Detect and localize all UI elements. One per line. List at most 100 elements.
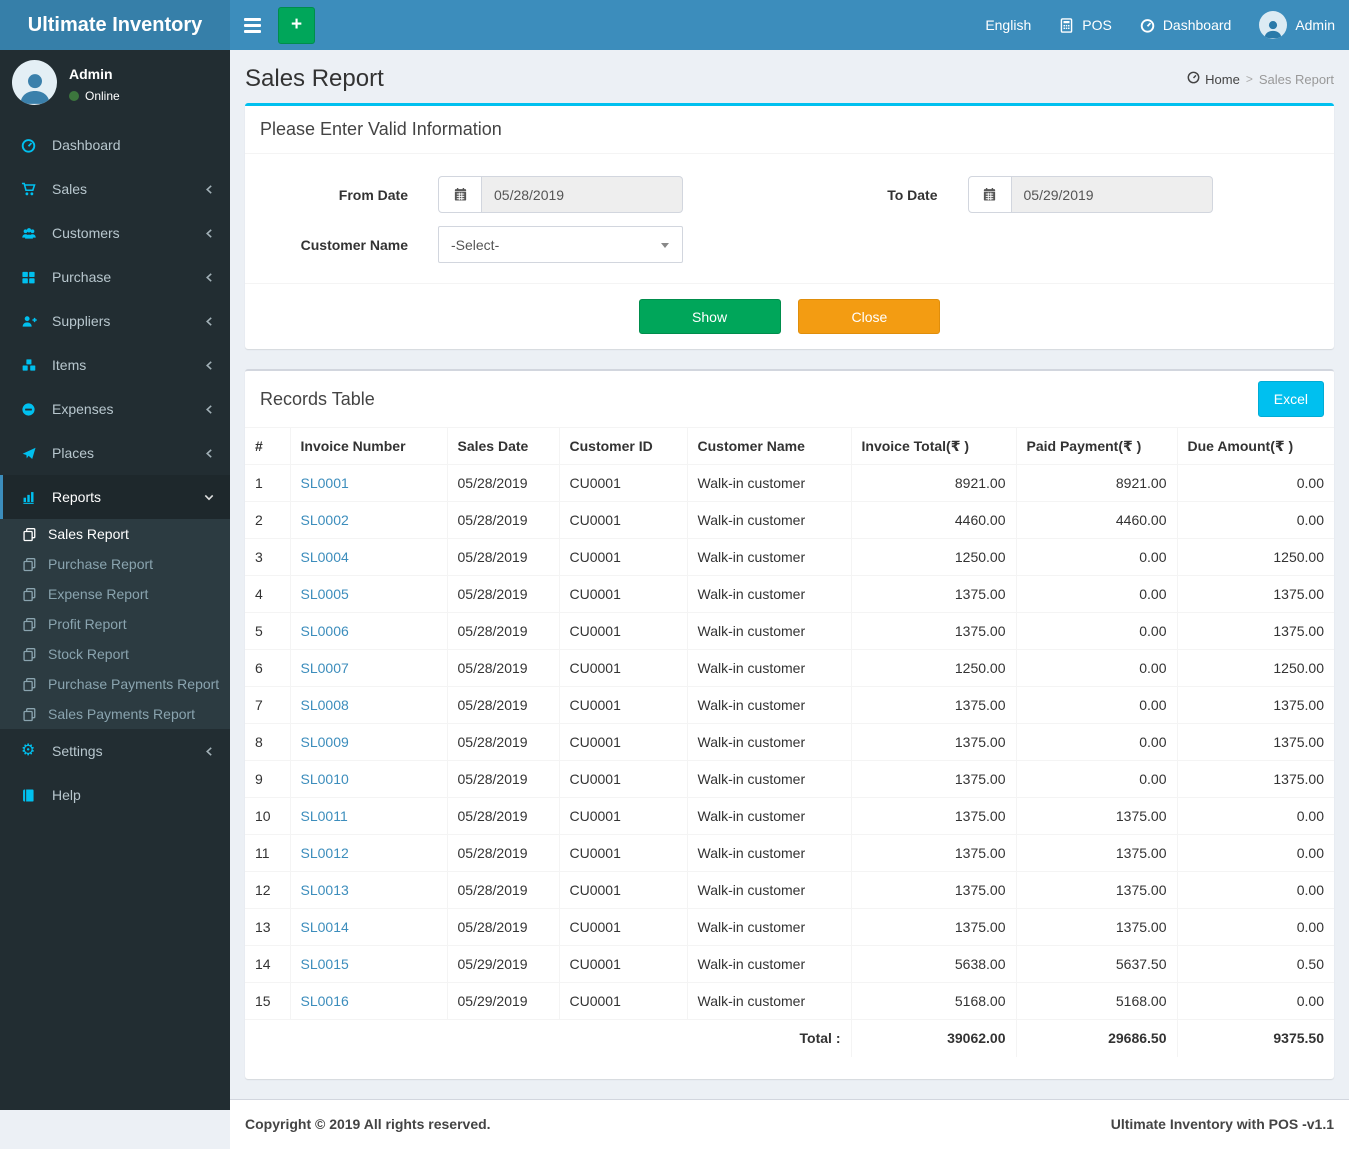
sidebar-item-suppliers[interactable]: Suppliers — [0, 299, 230, 343]
table-row: 4 SL0005 05/28/2019 CU0001 Walk-in customer 1… — [245, 575, 1334, 613]
sidebar-subitem-label: Purchase Payments Report — [48, 676, 220, 692]
hamburger-icon — [243, 17, 261, 21]
navbar-item-pos[interactable]: POS — [1045, 0, 1126, 50]
sidebar-item-label: Dashboard — [52, 137, 121, 153]
invoice-link[interactable]: SL0004 — [300, 549, 349, 565]
excel-export-button[interactable]: Excel — [1257, 381, 1324, 417]
customer-id-cell: CU0001 — [559, 760, 688, 798]
invoice-link[interactable]: SL0009 — [300, 734, 349, 750]
row-number-cell: 8 — [245, 723, 291, 761]
navbar-item-language[interactable]: English — [971, 0, 1045, 50]
breadcrumb-home-link[interactable]: Home — [1187, 71, 1240, 87]
version-text: Ultimate Inventory with POS -v1.1 — [1110, 1116, 1334, 1132]
sidebar-subitem-sales-payments-report[interactable]: Sales Payments Report — [0, 699, 230, 729]
records-title: Records Table — [260, 388, 375, 409]
due-amount-cell: 0.50 — [1177, 945, 1334, 983]
customer-name-label: Customer Name — [300, 236, 408, 253]
cart-icon — [21, 182, 47, 197]
due-amount-cell: 1375.00 — [1177, 723, 1334, 761]
sidebar-item-label: Items — [52, 357, 87, 373]
row-number-cell: 2 — [245, 501, 291, 539]
sidebar-subitem-expense-report[interactable]: Expense Report — [0, 579, 230, 609]
calendar-icon[interactable] — [967, 176, 1012, 213]
customer-select[interactable]: -Select- — [438, 226, 683, 263]
sidebar-item-reports[interactable]: Reports — [0, 475, 230, 519]
due-amount-cell: 1375.00 — [1177, 686, 1334, 724]
sidebar-item-label: Suppliers — [52, 313, 111, 329]
invoice-link[interactable]: SL0007 — [300, 660, 349, 676]
customer-id-cell: CU0001 — [559, 649, 688, 687]
invoice-number-cell: SL0007 — [290, 649, 448, 687]
from-date-group — [438, 176, 683, 213]
sidebar-subitem-purchase-payments-report[interactable]: Purchase Payments Report — [0, 669, 230, 699]
table-header-row: # Invoice Number Sales Date Customer ID Cust… — [245, 427, 1334, 465]
invoice-link[interactable]: SL0014 — [300, 919, 349, 935]
sidebar-subitem-purchase-report[interactable]: Purchase Report — [0, 549, 230, 579]
invoice-link[interactable]: SL0015 — [300, 956, 349, 972]
paid-payment-cell: 0.00 — [1016, 612, 1178, 650]
sales-date-cell: 05/28/2019 — [447, 871, 560, 909]
row-number-cell: 12 — [245, 871, 291, 909]
row-number-cell: 1 — [245, 464, 291, 502]
sidebar-item-label: Sales — [52, 181, 88, 197]
due-amount-cell: 0.00 — [1177, 501, 1334, 539]
row-number-cell: 6 — [245, 649, 291, 687]
close-button[interactable]: Close — [798, 299, 941, 334]
customer-name-cell: Walk-in customer — [687, 649, 852, 687]
sidebar-item-sales[interactable]: Sales — [0, 167, 230, 211]
invoice-link[interactable]: SL0002 — [300, 512, 349, 528]
invoice-link[interactable]: SL0016 — [300, 993, 349, 1009]
sidebar-item-expenses[interactable]: Expenses — [0, 387, 230, 431]
sidebar-item-customers[interactable]: Customers — [0, 211, 230, 255]
plus-icon: + — [290, 13, 303, 35]
quick-add-button[interactable]: + — [278, 6, 315, 44]
sales-date-cell: 05/28/2019 — [447, 501, 560, 539]
user-avatar — [12, 60, 57, 105]
app-brand-label: Ultimate Inventory — [27, 13, 203, 36]
sidebar-subitem-stock-report[interactable]: Stock Report — [0, 639, 230, 669]
copy-icon — [22, 707, 46, 722]
sidebar-item-settings[interactable]: ⚙ Settings — [0, 729, 230, 773]
online-dot-icon — [69, 91, 79, 101]
invoice-total-cell: 1375.00 — [851, 797, 1017, 835]
invoice-number-cell: SL0016 — [290, 982, 448, 1020]
to-date-input[interactable] — [1011, 176, 1213, 213]
row-number-cell: 7 — [245, 686, 291, 724]
sidebar-item-items[interactable]: Items — [0, 343, 230, 387]
sidebar-item-places[interactable]: Places — [0, 431, 230, 475]
invoice-link[interactable]: SL0006 — [300, 623, 349, 639]
sidebar-subitem-sales-report[interactable]: Sales Report — [0, 519, 230, 549]
sidebar-item-dashboard[interactable]: Dashboard — [0, 123, 230, 167]
due-amount-cell: 0.00 — [1177, 464, 1334, 502]
copy-icon — [22, 527, 46, 542]
from-date-input[interactable] — [482, 176, 683, 213]
column-header: Customer ID — [559, 427, 688, 465]
sidebar-subitem-label: Purchase Report — [48, 556, 154, 572]
sidebar-toggle-button[interactable] — [230, 0, 274, 50]
calendar-icon[interactable] — [438, 176, 482, 213]
navbar-item-admin[interactable]: Admin — [1245, 0, 1349, 50]
app-brand[interactable]: Ultimate Inventory — [0, 0, 230, 50]
row-number-cell: 14 — [245, 945, 291, 983]
caret-down-icon — [660, 240, 670, 250]
chevron-left-icon — [204, 448, 215, 459]
invoice-link[interactable]: SL0013 — [300, 882, 349, 898]
row-number-cell: 15 — [245, 982, 291, 1020]
invoice-link[interactable]: SL0001 — [300, 475, 349, 491]
table-row: 11 SL0012 05/28/2019 CU0001 Walk-in customer… — [245, 834, 1334, 872]
paid-payment-cell: 1375.00 — [1016, 834, 1178, 872]
show-button[interactable]: Show — [638, 299, 781, 334]
invoice-link[interactable]: SL0008 — [300, 697, 349, 713]
paid-payment-cell: 0.00 — [1016, 760, 1178, 798]
sidebar-item-purchase[interactable]: Purchase — [0, 255, 230, 299]
invoice-link[interactable]: SL0005 — [300, 586, 349, 602]
tachometer-icon — [21, 138, 47, 153]
sidebar-menu: Dashboard Sales Customers Purchase Suppliers… — [0, 123, 230, 817]
invoice-link[interactable]: SL0012 — [300, 845, 349, 861]
invoice-link[interactable]: SL0011 — [300, 808, 348, 824]
invoice-link[interactable]: SL0010 — [300, 771, 349, 787]
sidebar-item-help[interactable]: Help — [0, 773, 230, 817]
sidebar-subitem-profit-report[interactable]: Profit Report — [0, 609, 230, 639]
customer-id-cell: CU0001 — [559, 464, 688, 502]
navbar-item-dashboard[interactable]: Dashboard — [1126, 0, 1246, 50]
